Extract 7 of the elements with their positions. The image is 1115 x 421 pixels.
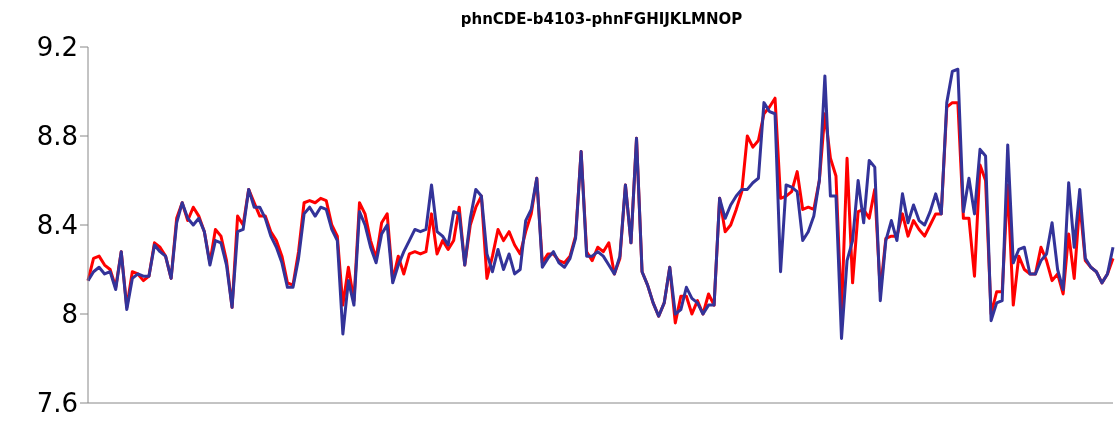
chart-title: phnCDE-b4103-phnFGHIJKLMNOP — [459, 10, 744, 28]
y-tick-label: 8 — [61, 299, 78, 330]
y-tick-label: 8.8 — [36, 121, 78, 152]
y-tick-label: 8.4 — [36, 210, 78, 241]
line-series — [86, 67, 1115, 340]
y-tick-label: 9.2 — [36, 32, 78, 63]
y-tick-label: 7.6 — [36, 388, 78, 419]
